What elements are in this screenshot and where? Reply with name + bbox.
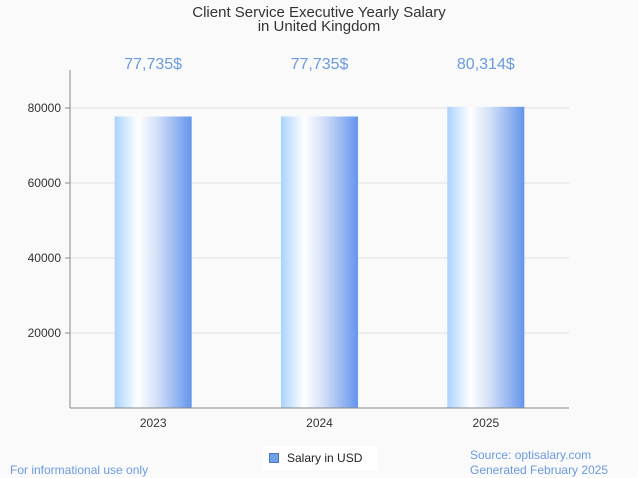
bar-2024 bbox=[281, 116, 358, 408]
source-link[interactable]: Source: optisalary.com bbox=[470, 448, 592, 462]
y-tick-label: 40000 bbox=[28, 251, 62, 265]
y-tick-label: 60000 bbox=[28, 176, 62, 190]
legend-label: Salary in USD bbox=[287, 451, 363, 465]
generated-date: Generated February 2025 bbox=[470, 463, 609, 477]
legend: Salary in USD bbox=[263, 446, 377, 470]
y-tick-label: 20000 bbox=[28, 326, 62, 340]
chart-title: Client Service Executive Yearly Salary bbox=[192, 4, 446, 21]
bar-2023 bbox=[114, 116, 192, 408]
y-tick-label: 80000 bbox=[28, 101, 62, 115]
bar-2025 bbox=[447, 106, 525, 409]
x-tick-label: 2024 bbox=[306, 416, 333, 430]
data-label: 77,735$ bbox=[291, 56, 349, 73]
x-tick-label: 2023 bbox=[140, 416, 167, 430]
data-label: 77,735$ bbox=[124, 56, 182, 73]
disclaimer-text: For informational use only bbox=[10, 463, 149, 477]
x-tick-label: 2025 bbox=[472, 416, 499, 430]
chart-subtitle: in United Kingdom bbox=[257, 18, 381, 35]
data-label: 80,314$ bbox=[457, 56, 515, 73]
legend-swatch bbox=[269, 453, 279, 463]
